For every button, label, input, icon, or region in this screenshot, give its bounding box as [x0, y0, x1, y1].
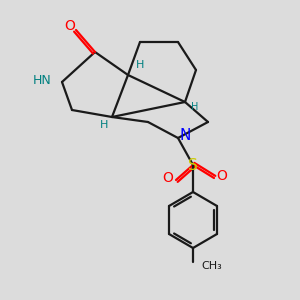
- Text: H: H: [100, 120, 108, 130]
- Text: O: O: [217, 169, 227, 183]
- Text: CH₃: CH₃: [201, 261, 222, 271]
- Text: S: S: [188, 158, 198, 172]
- Text: H: H: [136, 60, 144, 70]
- Text: N: N: [179, 128, 191, 143]
- Text: H: H: [191, 102, 199, 112]
- Text: HN: HN: [33, 74, 52, 88]
- Text: O: O: [64, 19, 75, 33]
- Text: O: O: [163, 171, 173, 185]
